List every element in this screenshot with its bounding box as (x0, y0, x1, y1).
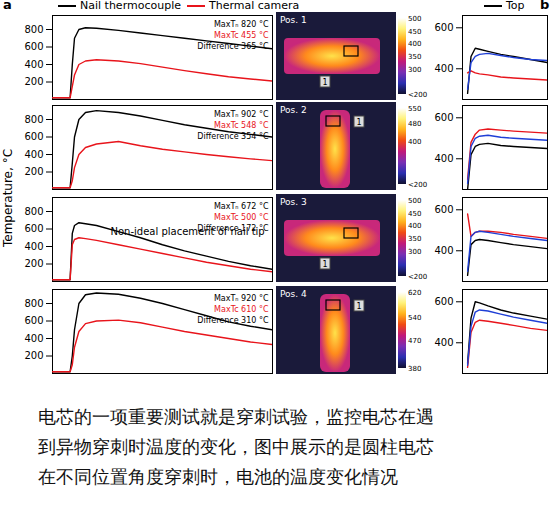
svg-text:800: 800 (24, 298, 43, 309)
svg-text:1: 1 (322, 78, 327, 87)
svg-text:1: 1 (322, 260, 327, 269)
svg-text:Non-ideal placement of nail ti: Non-ideal placement of nail tip (111, 226, 265, 237)
svg-text:Difference 310 °C: Difference 310 °C (197, 316, 269, 325)
svg-text:400: 400 (24, 149, 43, 160)
html-text:Nail thermocouple: Nail thermocouple (80, 0, 181, 12)
svg-text:Pos. 4: Pos. 4 (280, 289, 307, 299)
svg-text:1: 1 (356, 302, 361, 311)
svg-text:470: 470 (408, 337, 421, 345)
svg-text:200: 200 (24, 76, 43, 87)
svg-text:800: 800 (24, 24, 43, 35)
svg-text:Difference 354 °C: Difference 354 °C (197, 132, 269, 141)
svg-text:620: 620 (408, 289, 421, 297)
svg-text:1: 1 (356, 118, 361, 127)
svg-text:400: 400 (24, 241, 43, 252)
svg-text:MaxTc 610 °C: MaxTc 610 °C (214, 305, 269, 314)
svg-text:500: 500 (408, 197, 421, 205)
html-text:Top: Top (506, 0, 525, 12)
svg-text:200: 200 (24, 350, 43, 361)
svg-text:800: 800 (24, 114, 43, 125)
svg-text:<200: <200 (408, 91, 427, 99)
svg-text:400: 400 (24, 333, 43, 344)
svg-text:350: 350 (408, 235, 421, 243)
svg-text:400: 400 (408, 138, 421, 146)
html-text:Temperature, °C: Temperature, °C (1, 149, 15, 247)
html-text:在不同位置角度穿刺时，电池的温度变化情况: 在不同位置角度穿刺时，电池的温度变化情况 (38, 466, 398, 487)
svg-text:500: 500 (408, 15, 421, 23)
svg-text:800: 800 (24, 206, 43, 217)
svg-text:MaxTₙ 902 °C: MaxTₙ 902 °C (214, 110, 269, 119)
svg-text:600: 600 (24, 41, 43, 52)
svg-text:600: 600 (24, 315, 43, 326)
svg-text:Pos. 1: Pos. 1 (280, 15, 307, 25)
svg-text:600: 600 (434, 296, 453, 307)
html-text:Thermal camera: Thermal camera (209, 0, 300, 12)
svg-text:<200: <200 (408, 273, 427, 281)
html-text:到异物穿刺时温度的变化，图中展示的是圆柱电芯: 到异物穿刺时温度的变化，图中展示的是圆柱电芯 (38, 436, 434, 457)
svg-text:400: 400 (434, 153, 453, 164)
svg-text:600: 600 (434, 22, 453, 33)
svg-text:MaxTₙ 820 °C: MaxTₙ 820 °C (214, 20, 269, 29)
svg-text:600: 600 (434, 112, 453, 123)
svg-text:540: 540 (408, 314, 421, 322)
svg-text:300: 300 (408, 248, 421, 256)
svg-text:200: 200 (24, 166, 43, 177)
svg-text:380: 380 (408, 365, 421, 373)
svg-text:550: 550 (408, 105, 421, 113)
html-text:电芯的一项重要测试就是穿刺试验，监控电芯在遇: 电芯的一项重要测试就是穿刺试验，监控电芯在遇 (38, 406, 434, 427)
svg-text:400: 400 (408, 40, 421, 48)
svg-text:MaxTₙ 672 °C: MaxTₙ 672 °C (214, 202, 269, 211)
svg-text:300: 300 (408, 66, 421, 74)
svg-text:MaxTc 500 °C: MaxTc 500 °C (214, 213, 269, 222)
svg-text:480: 480 (408, 120, 421, 128)
svg-text:450: 450 (408, 210, 421, 218)
svg-text:MaxTₙ 920 °C: MaxTₙ 920 °C (214, 294, 269, 303)
svg-text:450: 450 (408, 28, 421, 36)
svg-text:600: 600 (24, 131, 43, 142)
svg-text:350: 350 (408, 53, 421, 61)
svg-text:Difference 365 °C: Difference 365 °C (197, 42, 269, 51)
svg-text:400: 400 (24, 59, 43, 70)
svg-text:400: 400 (434, 337, 453, 348)
svg-text:600: 600 (24, 223, 43, 234)
svg-text:MaxTc 455 °C: MaxTc 455 °C (214, 31, 269, 40)
svg-text:200: 200 (24, 258, 43, 269)
svg-text:400: 400 (434, 245, 453, 256)
svg-text:600: 600 (434, 204, 453, 215)
svg-text:<200: <200 (408, 181, 427, 189)
svg-text:Pos. 2: Pos. 2 (280, 105, 307, 115)
svg-text:400: 400 (408, 222, 421, 230)
svg-text:Pos. 3: Pos. 3 (280, 197, 307, 207)
svg-text:400: 400 (434, 63, 453, 74)
svg-text:MaxTc 548 °C: MaxTc 548 °C (214, 121, 269, 130)
